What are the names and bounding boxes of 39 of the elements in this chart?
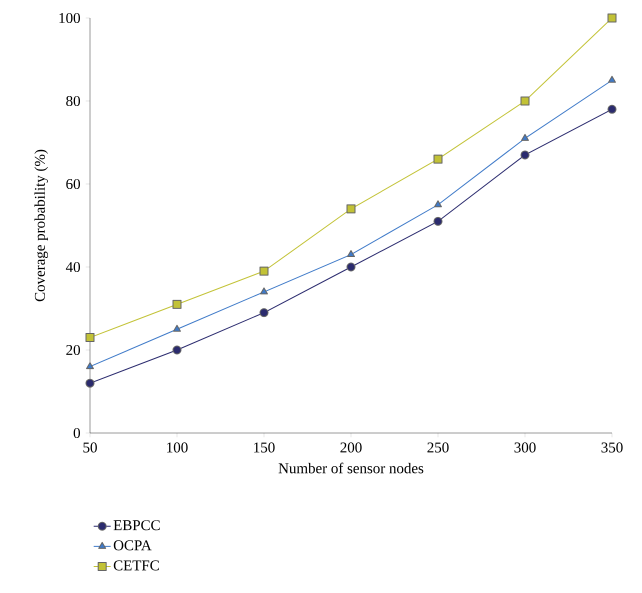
x-tick-label: 150 xyxy=(254,442,275,453)
point xyxy=(347,250,355,258)
legend-label: OCPA xyxy=(114,540,152,550)
point xyxy=(260,287,268,294)
point xyxy=(608,13,617,22)
x-tick-label: 50 xyxy=(83,442,97,453)
point xyxy=(434,154,443,164)
y-tick-label: 20 xyxy=(66,344,80,356)
y-tick-label: 60 xyxy=(66,178,80,190)
y-axis-title: Coverage probability (%) xyxy=(34,150,48,302)
point xyxy=(434,216,443,226)
point xyxy=(172,300,182,309)
legend-label: CETFC xyxy=(114,560,159,570)
x-axis-title: Number of sensor nodes xyxy=(278,462,424,474)
point xyxy=(608,104,617,114)
x-tick-label: 250 xyxy=(427,442,449,453)
point xyxy=(346,262,356,272)
point xyxy=(520,150,530,160)
y-tick-label: 100 xyxy=(59,12,80,24)
point xyxy=(346,204,356,214)
point xyxy=(173,324,181,332)
y-tick-label: 80 xyxy=(66,96,80,106)
point xyxy=(260,308,268,318)
point xyxy=(86,333,94,342)
y-tick-label: 0 xyxy=(74,428,80,438)
x-tick-label: 350 xyxy=(602,442,623,453)
x-tick-label: 300 xyxy=(514,442,536,453)
y-tick-label: 40 xyxy=(66,262,80,272)
legend-label: EBPCC xyxy=(114,520,160,530)
point xyxy=(86,362,94,370)
point xyxy=(172,346,182,354)
point xyxy=(520,96,530,106)
x-tick-label: 200 xyxy=(340,442,362,453)
point xyxy=(434,200,442,208)
point xyxy=(260,266,268,276)
point xyxy=(521,134,529,141)
x-tick-label: 100 xyxy=(167,442,188,453)
point xyxy=(608,76,616,83)
point xyxy=(86,378,94,388)
